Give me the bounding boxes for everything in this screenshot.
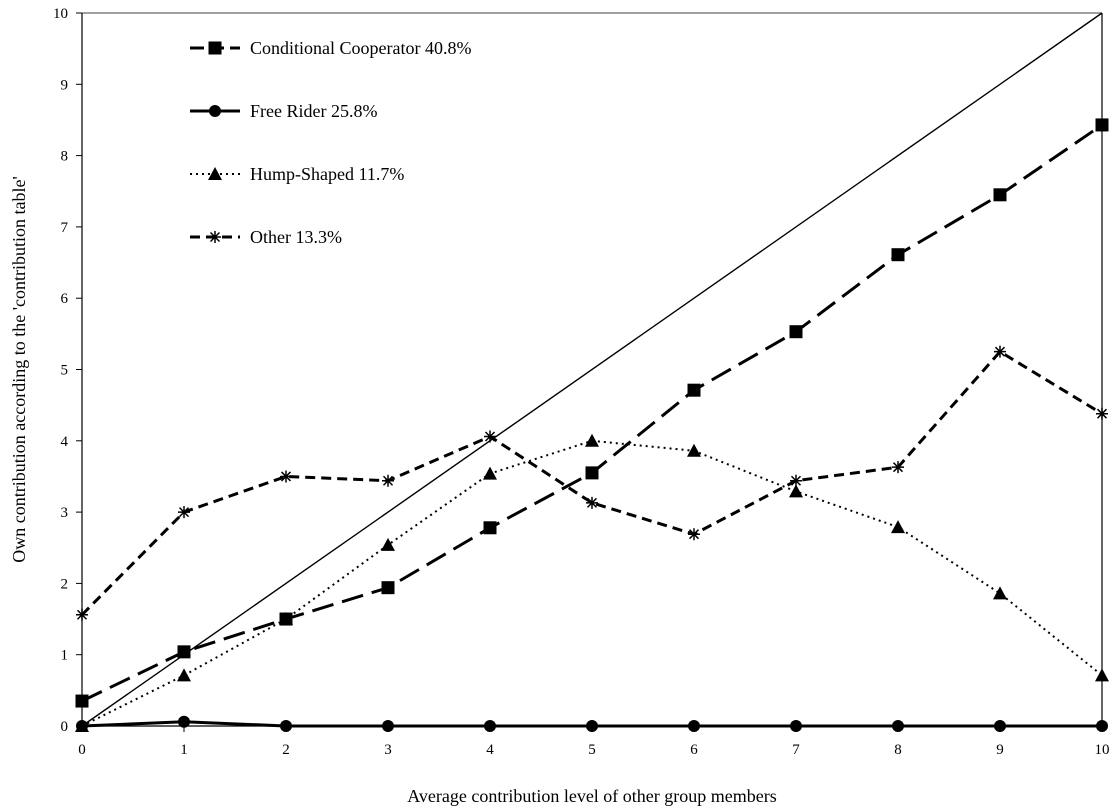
x-tick-label: 3 bbox=[384, 742, 392, 758]
data-point bbox=[484, 430, 496, 443]
data-point bbox=[892, 461, 904, 474]
series-square bbox=[75, 118, 1109, 708]
data-point bbox=[177, 668, 191, 682]
data-point bbox=[381, 537, 395, 551]
data-point bbox=[891, 248, 905, 262]
series-layer bbox=[75, 118, 1109, 732]
y-tick-label: 1 bbox=[61, 648, 69, 664]
data-point bbox=[279, 612, 293, 626]
data-point bbox=[1095, 668, 1109, 682]
data-point bbox=[381, 581, 395, 595]
data-point bbox=[483, 466, 497, 480]
x-tick-label: 2 bbox=[282, 742, 290, 758]
data-point bbox=[688, 720, 700, 732]
data-point bbox=[790, 720, 802, 732]
y-tick-label: 0 bbox=[61, 719, 69, 735]
legend-label: Other 13.3% bbox=[250, 227, 342, 247]
data-point bbox=[178, 715, 190, 728]
y-tick-label: 2 bbox=[61, 576, 69, 592]
data-point bbox=[280, 470, 292, 483]
data-point bbox=[280, 720, 292, 732]
series-line bbox=[80, 350, 1103, 616]
data-point bbox=[1096, 720, 1108, 732]
data-point bbox=[789, 484, 803, 498]
legend-label: Hump-Shaped 11.7% bbox=[250, 164, 404, 184]
data-point bbox=[993, 188, 1007, 202]
y-tick-label: 6 bbox=[61, 291, 69, 307]
data-point bbox=[790, 474, 802, 487]
series-line bbox=[81, 123, 1103, 703]
x-tick-label: 1 bbox=[180, 742, 188, 758]
series-circle bbox=[76, 715, 1108, 732]
data-point bbox=[892, 720, 904, 732]
x-tick-label: 0 bbox=[78, 742, 86, 758]
legend-swatch-marker bbox=[208, 41, 222, 55]
legend-entry: Conditional Cooperator 40.8% bbox=[190, 38, 471, 58]
legend-entry: Hump-Shaped 11.7% bbox=[190, 164, 404, 184]
data-point bbox=[585, 433, 599, 447]
data-point bbox=[687, 443, 701, 457]
x-axis-label: Average contribution level of other grou… bbox=[407, 786, 777, 806]
y-tick-label: 8 bbox=[61, 149, 69, 165]
data-point bbox=[76, 608, 88, 621]
data-point bbox=[993, 586, 1007, 600]
y-axis-ticks: 0 1 2 3 4 5 6 7 8 9 10 bbox=[53, 6, 82, 735]
y-tick-label: 7 bbox=[61, 220, 69, 236]
legend-swatch-marker bbox=[209, 105, 221, 117]
y-tick-label: 5 bbox=[61, 363, 69, 379]
data-point bbox=[483, 521, 497, 535]
data-point bbox=[178, 506, 190, 519]
x-tick-label: 5 bbox=[588, 742, 596, 758]
series-triangle bbox=[75, 433, 1109, 732]
series-asterisk bbox=[76, 345, 1108, 621]
x-tick-label: 8 bbox=[894, 742, 902, 758]
data-point bbox=[586, 720, 598, 732]
legend-swatch-marker bbox=[209, 231, 221, 243]
legend-label: Free Rider 25.8% bbox=[250, 101, 377, 121]
legend-swatch-marker bbox=[208, 167, 222, 180]
legend: Conditional Cooperator 40.8% Free Rider 2… bbox=[190, 38, 471, 247]
x-tick-label: 7 bbox=[792, 742, 800, 758]
y-tick-label: 3 bbox=[61, 505, 69, 521]
y-tick-label: 4 bbox=[61, 434, 69, 450]
data-point bbox=[484, 720, 496, 732]
data-point bbox=[1095, 118, 1109, 132]
y-tick-label: 9 bbox=[61, 77, 69, 93]
legend-entry: Other 13.3% bbox=[190, 227, 342, 247]
data-point bbox=[994, 345, 1006, 358]
data-point bbox=[688, 528, 700, 541]
data-point bbox=[1096, 407, 1108, 420]
series-line bbox=[81, 439, 1103, 727]
y-tick-label: 10 bbox=[53, 6, 68, 22]
x-tick-label: 4 bbox=[486, 742, 494, 758]
x-tick-label: 6 bbox=[690, 742, 698, 758]
data-point bbox=[75, 694, 89, 708]
data-point bbox=[75, 719, 89, 732]
data-point bbox=[994, 720, 1006, 732]
data-point bbox=[585, 466, 599, 480]
reference-line bbox=[81, 12, 1103, 727]
legend-label: Conditional Cooperator 40.8% bbox=[250, 38, 471, 58]
data-point bbox=[382, 720, 394, 732]
x-tick-label: 9 bbox=[996, 742, 1004, 758]
data-point bbox=[891, 520, 905, 534]
data-point bbox=[177, 645, 191, 659]
x-tick-label: 10 bbox=[1095, 742, 1110, 758]
reference-diagonal bbox=[81, 12, 1103, 727]
data-point bbox=[687, 383, 701, 397]
y-axis-label: Own contribution according to the 'contr… bbox=[9, 176, 29, 562]
data-point bbox=[586, 496, 598, 509]
data-point bbox=[789, 325, 803, 339]
legend-entry: Free Rider 25.8% bbox=[190, 101, 377, 121]
data-point bbox=[382, 474, 394, 487]
